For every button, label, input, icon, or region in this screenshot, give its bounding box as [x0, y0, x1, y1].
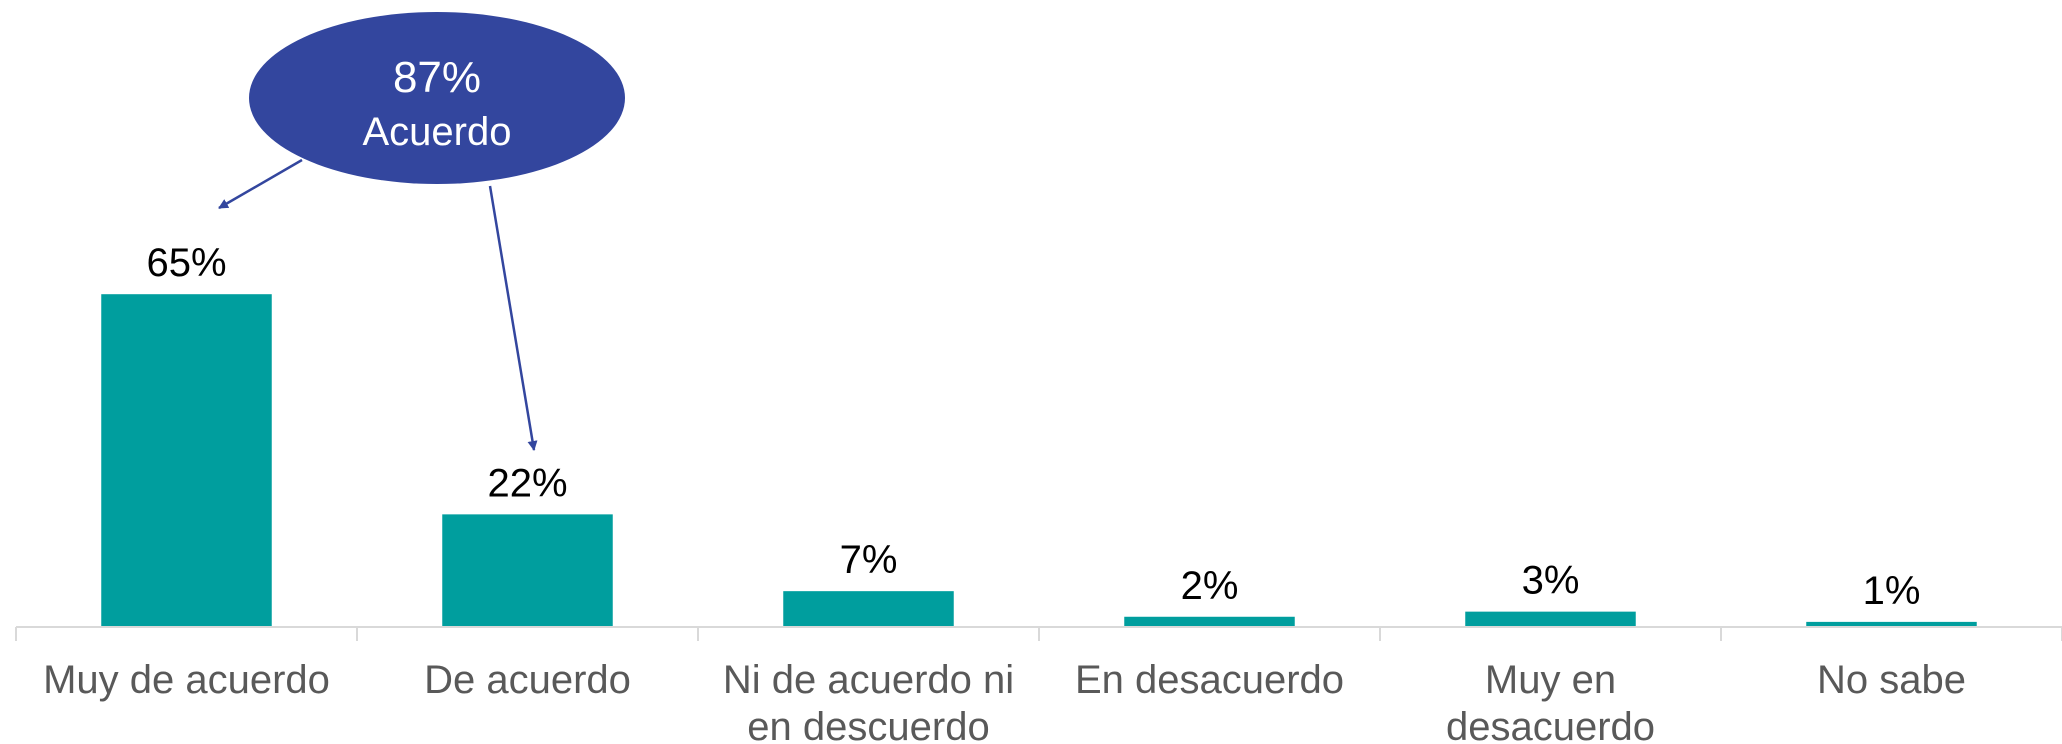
data-label: 1%	[1863, 569, 1921, 613]
bar	[1465, 611, 1636, 627]
callout-arrow-2	[488, 185, 538, 451]
data-label: 7%	[840, 538, 898, 582]
callout-value: 87%	[393, 53, 481, 102]
category-label: Muy de acuerdo	[43, 658, 330, 702]
bars-layer	[101, 294, 1977, 627]
bar	[1124, 616, 1295, 627]
category-label-line: No sabe	[1817, 658, 1966, 702]
category-label: En desacuerdo	[1075, 658, 1344, 702]
category-label: Ni de acuerdo ni en descuerdo	[723, 658, 1014, 744]
category-label-line: En desacuerdo	[1075, 658, 1344, 702]
callout-arrow-1	[218, 158, 303, 210]
x-axis	[15, 626, 2062, 641]
data-label: 22%	[487, 461, 567, 505]
labels-layer: 65% Muy de acuerdo 22% De acuerdo 7% Ni de ac…	[43, 241, 1966, 744]
bar	[101, 294, 272, 627]
bar	[1806, 621, 1977, 627]
agreement-callout: 87% Acuerdo	[218, 12, 625, 451]
data-label: 65%	[146, 241, 226, 285]
callout-label: Acuerdo	[363, 110, 512, 154]
category-label-line: Ni de acuerdo ni	[723, 658, 1014, 702]
category-label: No sabe	[1817, 658, 1966, 702]
category-label-line: Muy de acuerdo	[43, 658, 330, 702]
category-label-line: Muy en	[1485, 658, 1616, 702]
data-label: 3%	[1522, 559, 1580, 603]
category-label: De acuerdo	[424, 658, 631, 702]
category-label-line: De acuerdo	[424, 658, 631, 702]
category-label-line: en descuerdo	[747, 705, 989, 744]
bar	[783, 591, 954, 627]
bar	[442, 514, 613, 627]
category-label-line: desacuerdo	[1446, 705, 1655, 744]
category-label: Muy en desacuerdo	[1446, 658, 1655, 744]
data-label: 2%	[1181, 564, 1239, 608]
callout-ellipse	[249, 12, 625, 184]
